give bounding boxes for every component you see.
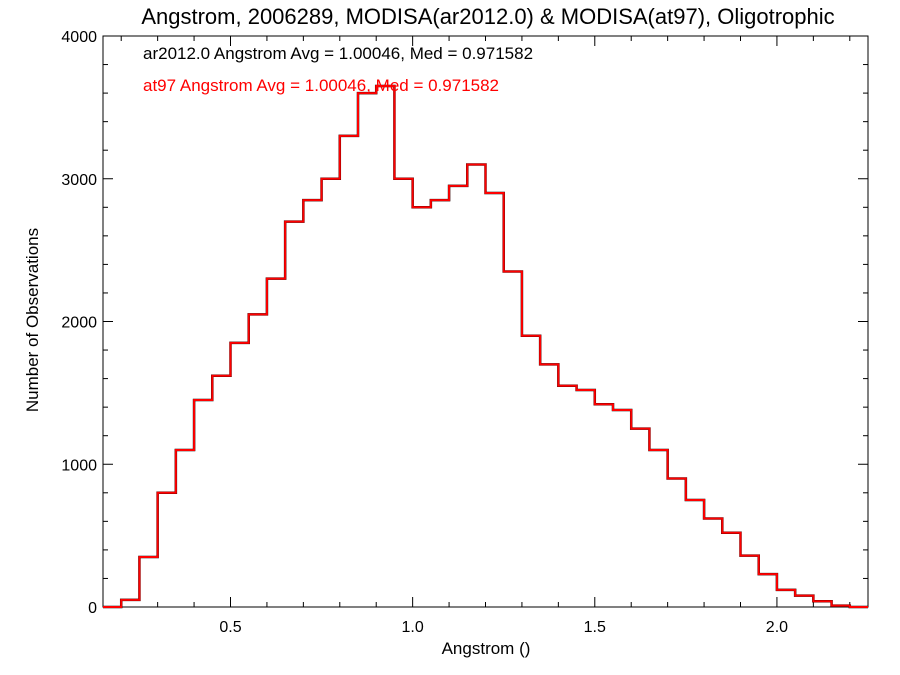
x-tick-label: 0.5: [219, 619, 241, 636]
x-tick-label: 2.0: [766, 619, 788, 636]
y-tick-label: 4000: [61, 29, 97, 46]
y-axis-label: Number of Observations: [23, 228, 42, 412]
plot-frame: [102, 35, 869, 608]
annotation-at97: at97 Angstrom Avg = 1.00046, Med = 0.971…: [143, 76, 499, 95]
annotation-ar2012: ar2012.0 Angstrom Avg = 1.00046, Med = 0…: [143, 44, 533, 63]
x-axis-label: Angstrom (): [442, 639, 531, 658]
series-layer: [103, 84, 868, 609]
x-axis-ticks: 0.5 1.0 1.5 2.0: [120, 36, 851, 636]
y-axis-ticks: 0 1000 2000 3000 4000: [61, 29, 868, 617]
y-tick-label: 2000: [61, 315, 97, 332]
x-tick-label: 1.0: [402, 619, 424, 636]
y-tick-label: 1000: [61, 457, 97, 474]
series-line-at97: [103, 84, 868, 608]
x-tick-label: 1.5: [584, 619, 606, 636]
y-tick-label: 3000: [61, 172, 97, 189]
chart-title: Angstrom, 2006289, MODISA(ar2012.0) & MO…: [141, 4, 834, 29]
series-at97: [103, 84, 868, 608]
y-tick-label: 0: [88, 600, 97, 617]
